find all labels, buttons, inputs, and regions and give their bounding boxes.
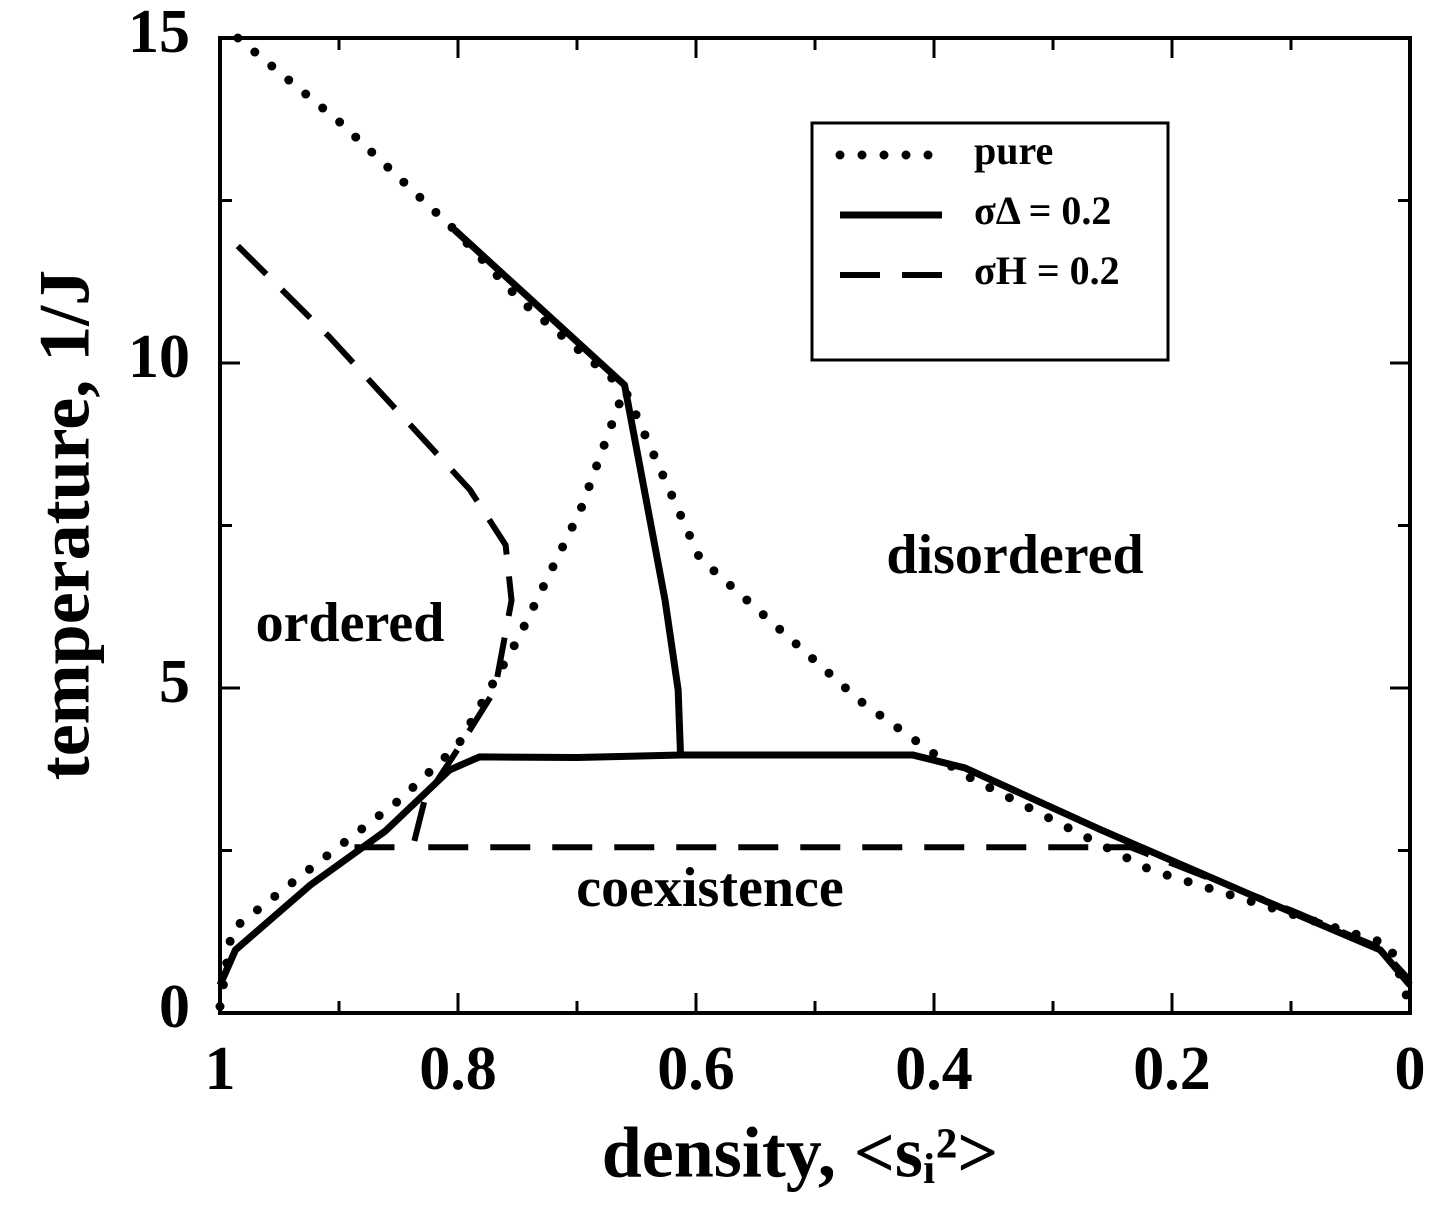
y-axis-label: temperature, 1/J [25,270,105,781]
annotation: disordered [886,524,1143,586]
y-tick-label: 0 [159,973,190,1041]
legend-label: σΔ = 0.2 [974,188,1111,233]
annotation: coexistence [576,857,843,919]
x-tick-label: 0.6 [657,1035,735,1103]
y-tick-label: 15 [128,0,190,66]
legend-label: pure [974,128,1053,173]
annotation: ordered [256,592,445,654]
x-tick-label: 0.4 [895,1035,973,1103]
x-axis-label: density, <sᵢ²> [602,1113,999,1193]
plot-frame [218,36,1412,1015]
x-tick-label: 0.2 [1133,1035,1211,1103]
x-tick-label: 0 [1395,1035,1426,1103]
x-tick-label: 1 [205,1035,236,1103]
x-tick-label: 0.8 [419,1035,497,1103]
series-line [216,227,1413,988]
series-line [235,243,1413,983]
y-tick-label: 5 [159,648,190,716]
y-tick-label: 10 [128,323,190,391]
legend-label: σH = 0.2 [974,248,1120,293]
legend-box [810,121,1170,362]
